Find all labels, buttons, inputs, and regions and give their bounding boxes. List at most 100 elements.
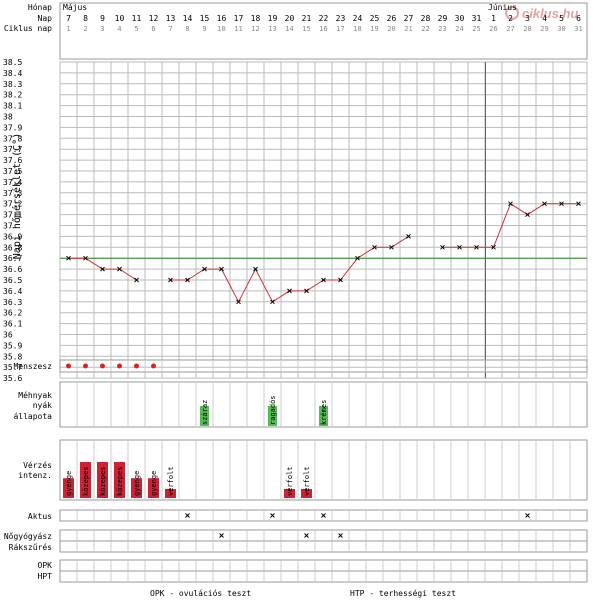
- cycle-day-label: 5: [134, 25, 138, 33]
- logo[interactable]: ciklus.hu: [505, 6, 578, 21]
- y-tick-label: 38.2: [3, 91, 22, 100]
- y-tick-label: 37.3: [3, 189, 22, 198]
- temperature-segment: [119, 268, 137, 281]
- temperature-point[interactable]: [66, 255, 71, 261]
- intercourse-mark[interactable]: [270, 513, 275, 518]
- intercourse-label: Aktus: [28, 512, 52, 521]
- temperature-segment: [340, 257, 358, 281]
- cycle-day-label: 30: [557, 25, 565, 33]
- y-tick-label: 37.6: [3, 156, 22, 165]
- bleeding-text: közepes: [116, 466, 124, 496]
- menses-dot[interactable]: [134, 363, 139, 369]
- bleeding-text: gyenge: [65, 471, 73, 496]
- menses-dot[interactable]: [66, 363, 71, 369]
- gyno-mark[interactable]: [338, 533, 343, 538]
- temperature-point[interactable]: [372, 244, 377, 250]
- temperature-point[interactable]: [338, 277, 343, 283]
- logo-icon: [505, 6, 519, 20]
- gyno-label: Nőgyógyász: [4, 531, 52, 541]
- bleeding-bar[interactable]: [148, 478, 159, 498]
- temperature-point[interactable]: [253, 266, 258, 272]
- temperature-point[interactable]: [491, 244, 496, 250]
- day-label: 29: [438, 14, 448, 23]
- temperature-point[interactable]: [559, 201, 564, 207]
- temperature-point[interactable]: [525, 212, 530, 217]
- temperature-point[interactable]: [474, 244, 479, 250]
- cervix-text: ragadós: [269, 395, 277, 425]
- bleeding-text: vérfolt: [286, 466, 294, 496]
- day-label: 5: [559, 14, 564, 23]
- temperature-point[interactable]: [202, 266, 207, 272]
- y-tick-label: 36.7: [3, 254, 22, 263]
- temperature-point[interactable]: [100, 266, 105, 272]
- cycle-day-label: 10: [217, 25, 225, 33]
- temperature-point[interactable]: [508, 201, 513, 207]
- bleeding-bar[interactable]: [80, 462, 91, 498]
- y-tick-label: 36: [3, 331, 13, 340]
- cervix-text: száraz: [201, 400, 209, 425]
- y-tick-label: 38.1: [3, 102, 22, 111]
- menses-dot[interactable]: [117, 363, 122, 369]
- temperature-point[interactable]: [168, 277, 173, 283]
- menses-dot[interactable]: [100, 363, 105, 369]
- cycle-day-label: 14: [285, 25, 293, 33]
- day-label: 22: [319, 14, 329, 23]
- temperature-point[interactable]: [117, 266, 122, 272]
- cervix-bar[interactable]: [200, 406, 209, 426]
- cycle-day-label: 1: [66, 25, 70, 33]
- bleeding-bar[interactable]: [97, 462, 108, 498]
- intercourse-mark[interactable]: [185, 513, 190, 518]
- day-label: 20: [285, 14, 295, 23]
- day-label: 23: [336, 14, 346, 23]
- bleeding-text: vérfolt: [303, 466, 311, 496]
- bleeding-text: gyenge: [150, 471, 158, 496]
- temperature-point[interactable]: [406, 234, 411, 239]
- temperature-segment: [510, 203, 528, 216]
- temperature-point[interactable]: [270, 299, 275, 305]
- temperature-point[interactable]: [389, 244, 394, 250]
- cycle-day-label: 26: [489, 25, 497, 33]
- bleeding-bar[interactable]: [63, 478, 74, 498]
- gyno-mark[interactable]: [304, 533, 309, 538]
- temperature-point[interactable]: [287, 288, 292, 294]
- bleeding-bar[interactable]: [301, 489, 312, 498]
- y-axis-label: Napi hőmérséklet (C°): [11, 133, 23, 259]
- cervix-bar[interactable]: [319, 406, 328, 426]
- bleeding-bar[interactable]: [284, 489, 295, 498]
- day-label: 16: [217, 14, 227, 23]
- intercourse-mark[interactable]: [321, 513, 326, 518]
- temperature-point[interactable]: [576, 201, 581, 207]
- bleeding-bar[interactable]: [165, 489, 176, 498]
- day-label: 31: [472, 14, 482, 23]
- gyno-mark[interactable]: [219, 533, 224, 538]
- intercourse-mark[interactable]: [525, 513, 530, 518]
- bleeding-text: közepes: [82, 466, 90, 496]
- temperature-point[interactable]: [355, 255, 360, 261]
- day-label: 13: [166, 14, 176, 23]
- cervix-bar[interactable]: [268, 406, 277, 426]
- cycle-day-label: 20: [387, 25, 395, 33]
- temperature-point[interactable]: [83, 255, 88, 261]
- temperature-point[interactable]: [236, 299, 241, 305]
- temperature-point[interactable]: [134, 277, 139, 283]
- temperature-point[interactable]: [185, 277, 190, 283]
- temperature-segment: [221, 268, 239, 303]
- menses-dot[interactable]: [83, 363, 88, 369]
- temperature-point[interactable]: [219, 266, 224, 272]
- bleeding-bar[interactable]: [131, 478, 142, 498]
- temperature-point[interactable]: [457, 244, 462, 250]
- cycle-day-label: 19: [370, 25, 378, 33]
- menses-dot[interactable]: [151, 363, 156, 369]
- cycle-day-label: 7: [168, 25, 172, 33]
- cycle-day-label: 23: [438, 25, 446, 33]
- temperature-point[interactable]: [440, 244, 445, 250]
- cycle-day-label: 28: [523, 25, 531, 33]
- bleeding-bar[interactable]: [114, 462, 125, 498]
- day-label: 21: [302, 14, 312, 23]
- temperature-point[interactable]: [321, 277, 326, 283]
- opk-row: [59, 559, 588, 572]
- temperature-point[interactable]: [304, 288, 309, 294]
- temperature-segment: [357, 246, 375, 259]
- temperature-point[interactable]: [542, 201, 547, 207]
